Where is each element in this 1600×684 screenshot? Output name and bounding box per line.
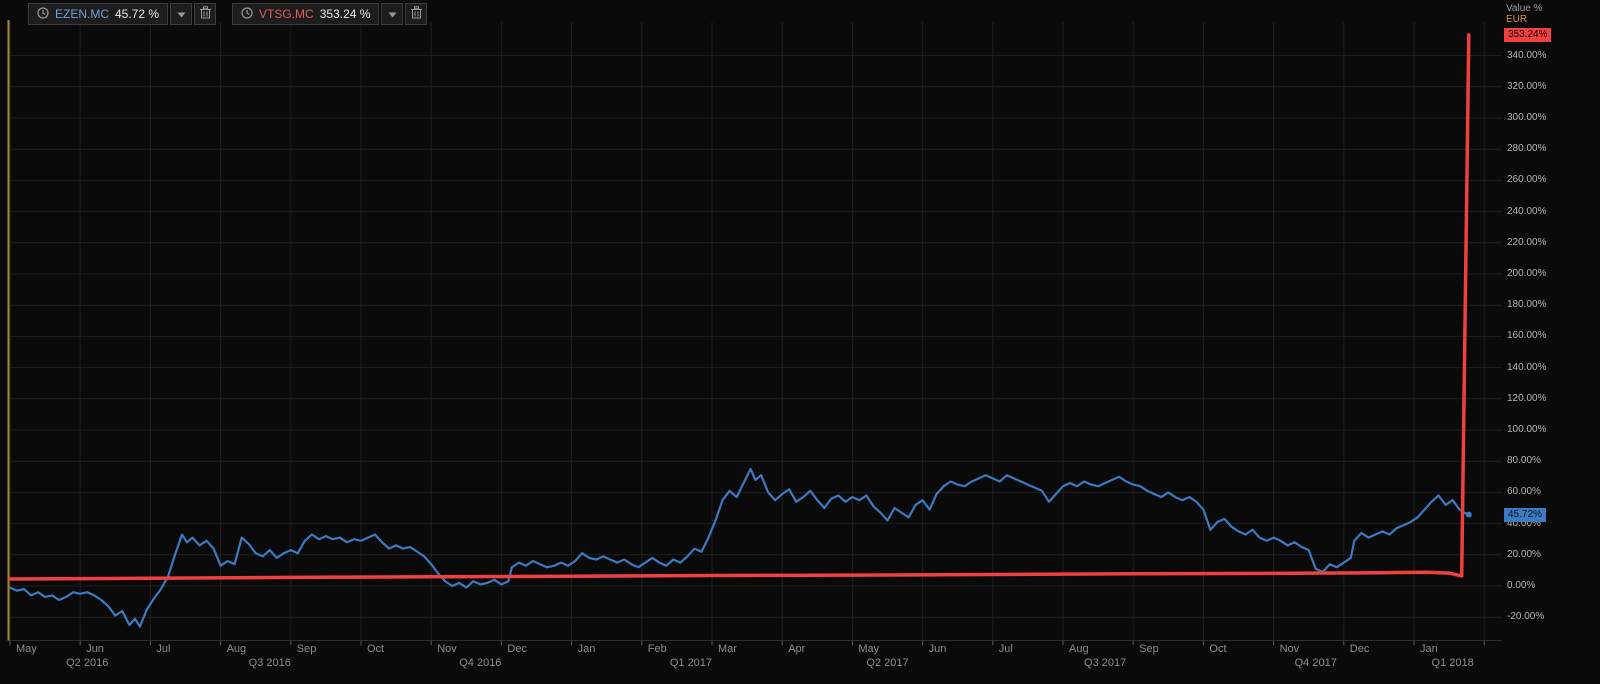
x-quarter-label: Q1 2017 xyxy=(669,657,713,669)
y-tick-label: -20.00% xyxy=(1507,611,1545,623)
chevron-down-icon xyxy=(388,7,397,21)
x-quarter-label: Q3 2016 xyxy=(248,657,291,669)
trash-icon xyxy=(199,6,211,22)
y-tick-label: 200.00% xyxy=(1507,268,1547,279)
y-tick-label: 20.00% xyxy=(1507,548,1541,560)
y-tick-label: 160.00% xyxy=(1507,330,1547,342)
series-delete-button[interactable] xyxy=(194,3,217,25)
x-month-label: Apr xyxy=(788,643,806,655)
y-tick-label: 100.00% xyxy=(1507,424,1547,435)
clock-icon xyxy=(241,6,253,22)
x-quarter-label: Q1 2018 xyxy=(1431,657,1474,669)
last-value-badge-vtsg-mc: 353.24% xyxy=(1504,27,1552,42)
x-month-label: May xyxy=(858,643,880,655)
y-tick-label: 300.00% xyxy=(1507,112,1547,123)
y-tick-label: 40.00% xyxy=(1507,517,1541,529)
x-month-label: Sep xyxy=(1139,643,1159,655)
x-month-label: Aug xyxy=(1069,643,1089,655)
series-delete-button[interactable] xyxy=(405,3,428,25)
x-month-label: Dec xyxy=(1349,643,1370,655)
series-value: 353.24 % xyxy=(319,7,371,21)
y-tick-label: 220.00% xyxy=(1507,236,1547,248)
y-tick-label: 340.00% xyxy=(1507,49,1547,61)
y-tick-label: 140.00% xyxy=(1507,361,1547,373)
y-tick-label: 60.00% xyxy=(1507,486,1541,498)
chevron-down-icon xyxy=(177,7,186,21)
series-line-vtsg-mc xyxy=(8,33,1471,581)
x-month-label: Oct xyxy=(1209,643,1227,655)
series-dropdown-button[interactable] xyxy=(170,3,193,25)
value-axis-title: Value % xyxy=(1506,3,1543,14)
series-dropdown-button[interactable] xyxy=(381,3,404,25)
x-month-label: Nov xyxy=(437,643,457,655)
x-month-label: May xyxy=(16,643,37,655)
y-tick-label: 0.00% xyxy=(1507,580,1536,591)
x-month-label: Aug xyxy=(226,643,247,655)
x-month-label: Oct xyxy=(367,643,385,655)
series-line-ezen-mc xyxy=(8,467,1470,628)
series-end-dot xyxy=(1465,511,1472,518)
x-month-label: Jun xyxy=(86,643,104,655)
y-tick-label: 280.00% xyxy=(1507,143,1547,155)
x-quarter-label: Q4 2016 xyxy=(459,657,502,669)
last-value-badge-ezen-mc: 45.72% xyxy=(1504,507,1546,522)
y-tick-label: 180.00% xyxy=(1507,299,1547,311)
x-quarter-label: Q3 2017 xyxy=(1084,657,1127,669)
x-quarter-label: Q2 2017 xyxy=(866,657,909,669)
legend-item-vtsg[interactable]: VTSG.MC 353.24 % xyxy=(232,3,380,25)
x-month-label: Jan xyxy=(1420,643,1438,655)
x-month-label: Mar xyxy=(718,643,737,655)
x-month-label: Jun xyxy=(928,643,947,655)
y-tick-label: 120.00% xyxy=(1507,392,1547,404)
x-month-label: Nov xyxy=(1279,643,1300,655)
y-tick-label: 320.00% xyxy=(1507,80,1547,92)
x-month-label: Jul xyxy=(156,643,171,655)
y-tick-label: 260.00% xyxy=(1507,174,1547,186)
x-month-label: Jan xyxy=(577,643,596,655)
x-month-label: Feb xyxy=(647,643,667,655)
x-month-label: Jul xyxy=(998,643,1013,655)
currency-label: EUR xyxy=(1506,14,1528,25)
x-month-label: Sep xyxy=(296,643,317,655)
x-month-label: Dec xyxy=(507,643,527,655)
y-tick-label: 80.00% xyxy=(1507,455,1541,467)
x-quarter-label: Q2 2016 xyxy=(66,657,109,669)
legend-group-vtsg: VTSG.MC 353.24 % xyxy=(232,3,428,25)
legend-group-ezen: EZEN.MC 45.72 % xyxy=(28,3,217,25)
series-symbol: EZEN.MC xyxy=(55,7,109,21)
legend-item-ezen[interactable]: EZEN.MC 45.72 % xyxy=(28,3,169,25)
clock-icon xyxy=(37,6,49,22)
y-tick-label: 240.00% xyxy=(1507,205,1547,217)
trash-icon xyxy=(410,6,422,22)
series-symbol: VTSG.MC xyxy=(259,7,314,21)
series-value: 45.72 % xyxy=(115,7,160,21)
legend-bar: EZEN.MC 45.72 % VTSG.MC 353.24 % xyxy=(28,3,428,25)
x-quarter-label: Q4 2017 xyxy=(1294,657,1337,669)
